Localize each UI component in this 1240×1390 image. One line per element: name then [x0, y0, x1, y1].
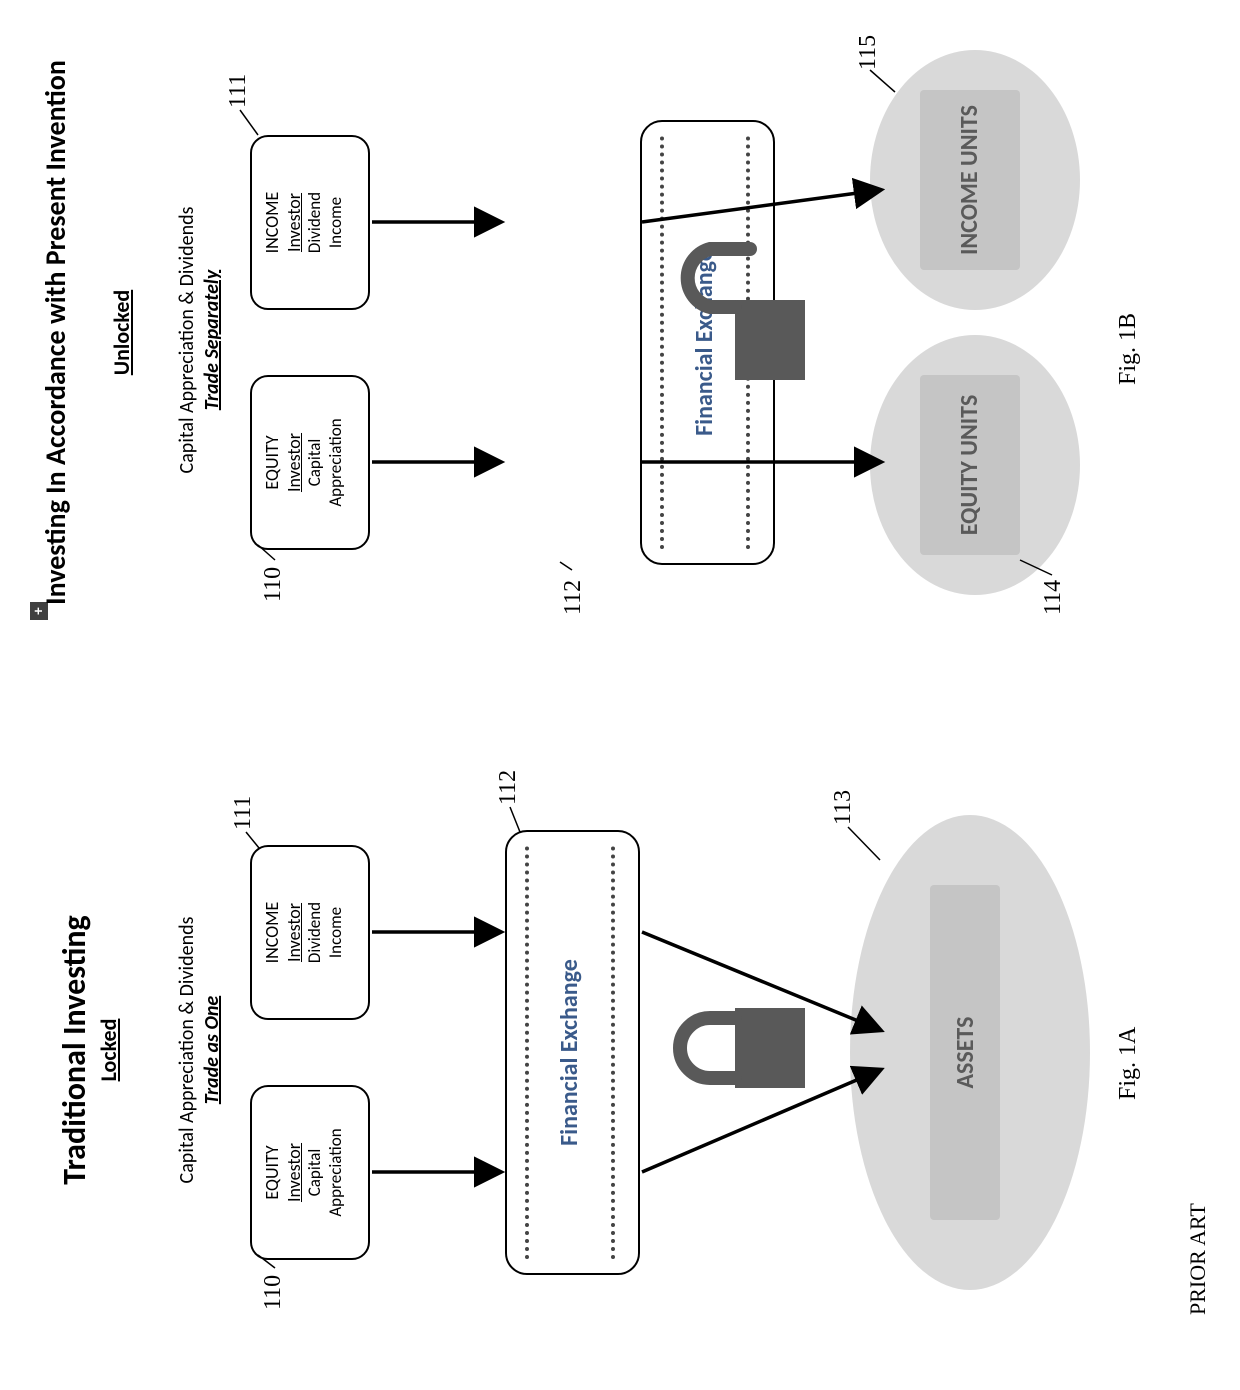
locked-icon: [680, 1008, 805, 1088]
income-label: Investor: [284, 853, 306, 1012]
fig-1a-label: Fig. 1A: [1115, 1027, 1142, 1100]
income-label-r: Investor: [284, 143, 306, 302]
income-detail2-r: Income: [326, 143, 346, 302]
left-caption-2: Trade as One: [200, 830, 224, 1270]
income-detail2: Income: [326, 853, 346, 1012]
equity-detail2-r: Appreciation: [326, 383, 346, 542]
right-caption-2: Trade Separately: [200, 120, 224, 560]
right-subtitle: Unlocked: [108, 45, 135, 620]
ref-112-left: 112: [495, 770, 522, 805]
ref-111-right: 111: [225, 74, 252, 108]
ref-113-left: 113: [830, 790, 857, 825]
income-detail1: Dividend: [305, 853, 325, 1012]
ref-110-right: 110: [260, 567, 287, 602]
right-equity-box: EQUITY Investor Capital Appreciation: [250, 375, 370, 550]
prior-art-label: PRIOR ART: [1185, 1203, 1211, 1315]
left-income-box: INCOME Investor Dividend Income: [250, 845, 370, 1020]
ref-115-right: 115: [855, 35, 882, 70]
equity-detail2: Appreciation: [326, 1093, 346, 1252]
income-detail1-r: Dividend: [305, 143, 325, 302]
income-type: INCOME: [262, 853, 284, 1012]
left-equity-box: EQUITY Investor Capital Appreciation: [250, 1085, 370, 1260]
right-title: Investing In Accordance with Present Inv…: [40, 45, 72, 620]
income-type-r: INCOME: [262, 143, 284, 302]
equity-label: Investor: [284, 1093, 306, 1252]
right-finex-label: Financial Exchange: [690, 122, 719, 563]
left-financial-exchange: Financial Exchange: [505, 830, 640, 1275]
ref-114-right: 114: [1040, 580, 1067, 615]
left-caption-1: Capital Appreciation & Dividends: [175, 830, 199, 1270]
fig-1b-label: Fig. 1B: [1115, 313, 1142, 385]
right-income-box: INCOME Investor Dividend Income: [250, 135, 370, 310]
right-caption-1: Capital Appreciation & Dividends: [175, 120, 199, 560]
ref-111-left: 111: [230, 796, 257, 830]
right-financial-exchange: Financial Exchange: [640, 120, 775, 565]
left-subtitle: Locked: [95, 790, 122, 1310]
diagram-surface: + Traditional Investing Locked Capital A…: [0, 0, 1240, 1390]
ref-110-left: 110: [260, 1275, 287, 1310]
right-income-units-bar: INCOME UNITS: [920, 90, 1020, 270]
equity-label-r: Investor: [284, 383, 306, 542]
left-finex-label: Financial Exchange: [555, 832, 584, 1273]
right-equity-units-bar: EQUITY UNITS: [920, 375, 1020, 555]
left-title: Traditional Investing: [55, 790, 94, 1310]
equity-type-r: EQUITY: [262, 383, 284, 542]
equity-detail1-r: Capital: [305, 383, 325, 542]
equity-detail1: Capital: [305, 1093, 325, 1252]
equity-type: EQUITY: [262, 1093, 284, 1252]
left-assets-bar: ASSETS: [930, 885, 1000, 1220]
ref-112-right: 112: [560, 580, 587, 615]
